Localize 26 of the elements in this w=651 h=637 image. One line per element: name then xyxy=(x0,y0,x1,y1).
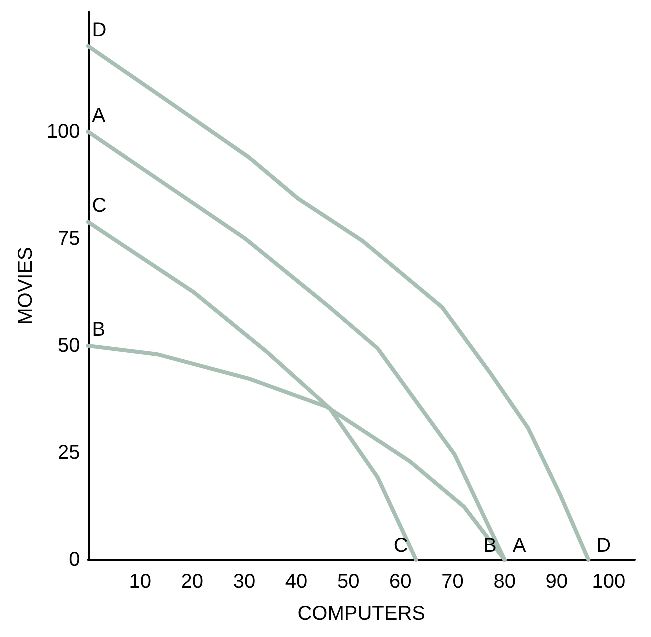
series-label: B xyxy=(483,535,497,557)
x-axis-title: COMPUTERS xyxy=(298,603,426,625)
y-tick-label: 50 xyxy=(58,334,80,357)
x-tick-label: 20 xyxy=(181,571,204,593)
series-label: D xyxy=(92,19,107,42)
text: A xyxy=(512,535,526,557)
x-tick-label: 100 xyxy=(592,571,626,593)
text: D xyxy=(596,535,612,557)
series-label: C xyxy=(394,535,408,557)
x-tick-label: 70 xyxy=(442,571,464,593)
x-tick-label: 30 xyxy=(233,571,256,593)
x-tick-label: 80 xyxy=(494,571,516,593)
x-tick-label: 10 xyxy=(129,571,152,593)
x-tick-label: 90 xyxy=(546,571,568,593)
text: C xyxy=(92,195,107,218)
y-tick-label: 25 xyxy=(58,442,80,464)
line-series xyxy=(86,44,591,562)
y-tick-label: 75 xyxy=(58,228,80,250)
series-label: A xyxy=(92,104,106,127)
x-tick-label: 40 xyxy=(285,571,308,593)
y-tick-label: 100 xyxy=(46,120,80,143)
x-tick-label: 60 xyxy=(390,571,412,593)
y-tick-label: 0 xyxy=(69,549,80,571)
x-tick-label: 50 xyxy=(337,571,360,593)
y-axis-title: MOVIES xyxy=(15,247,37,325)
text: B xyxy=(92,318,106,341)
